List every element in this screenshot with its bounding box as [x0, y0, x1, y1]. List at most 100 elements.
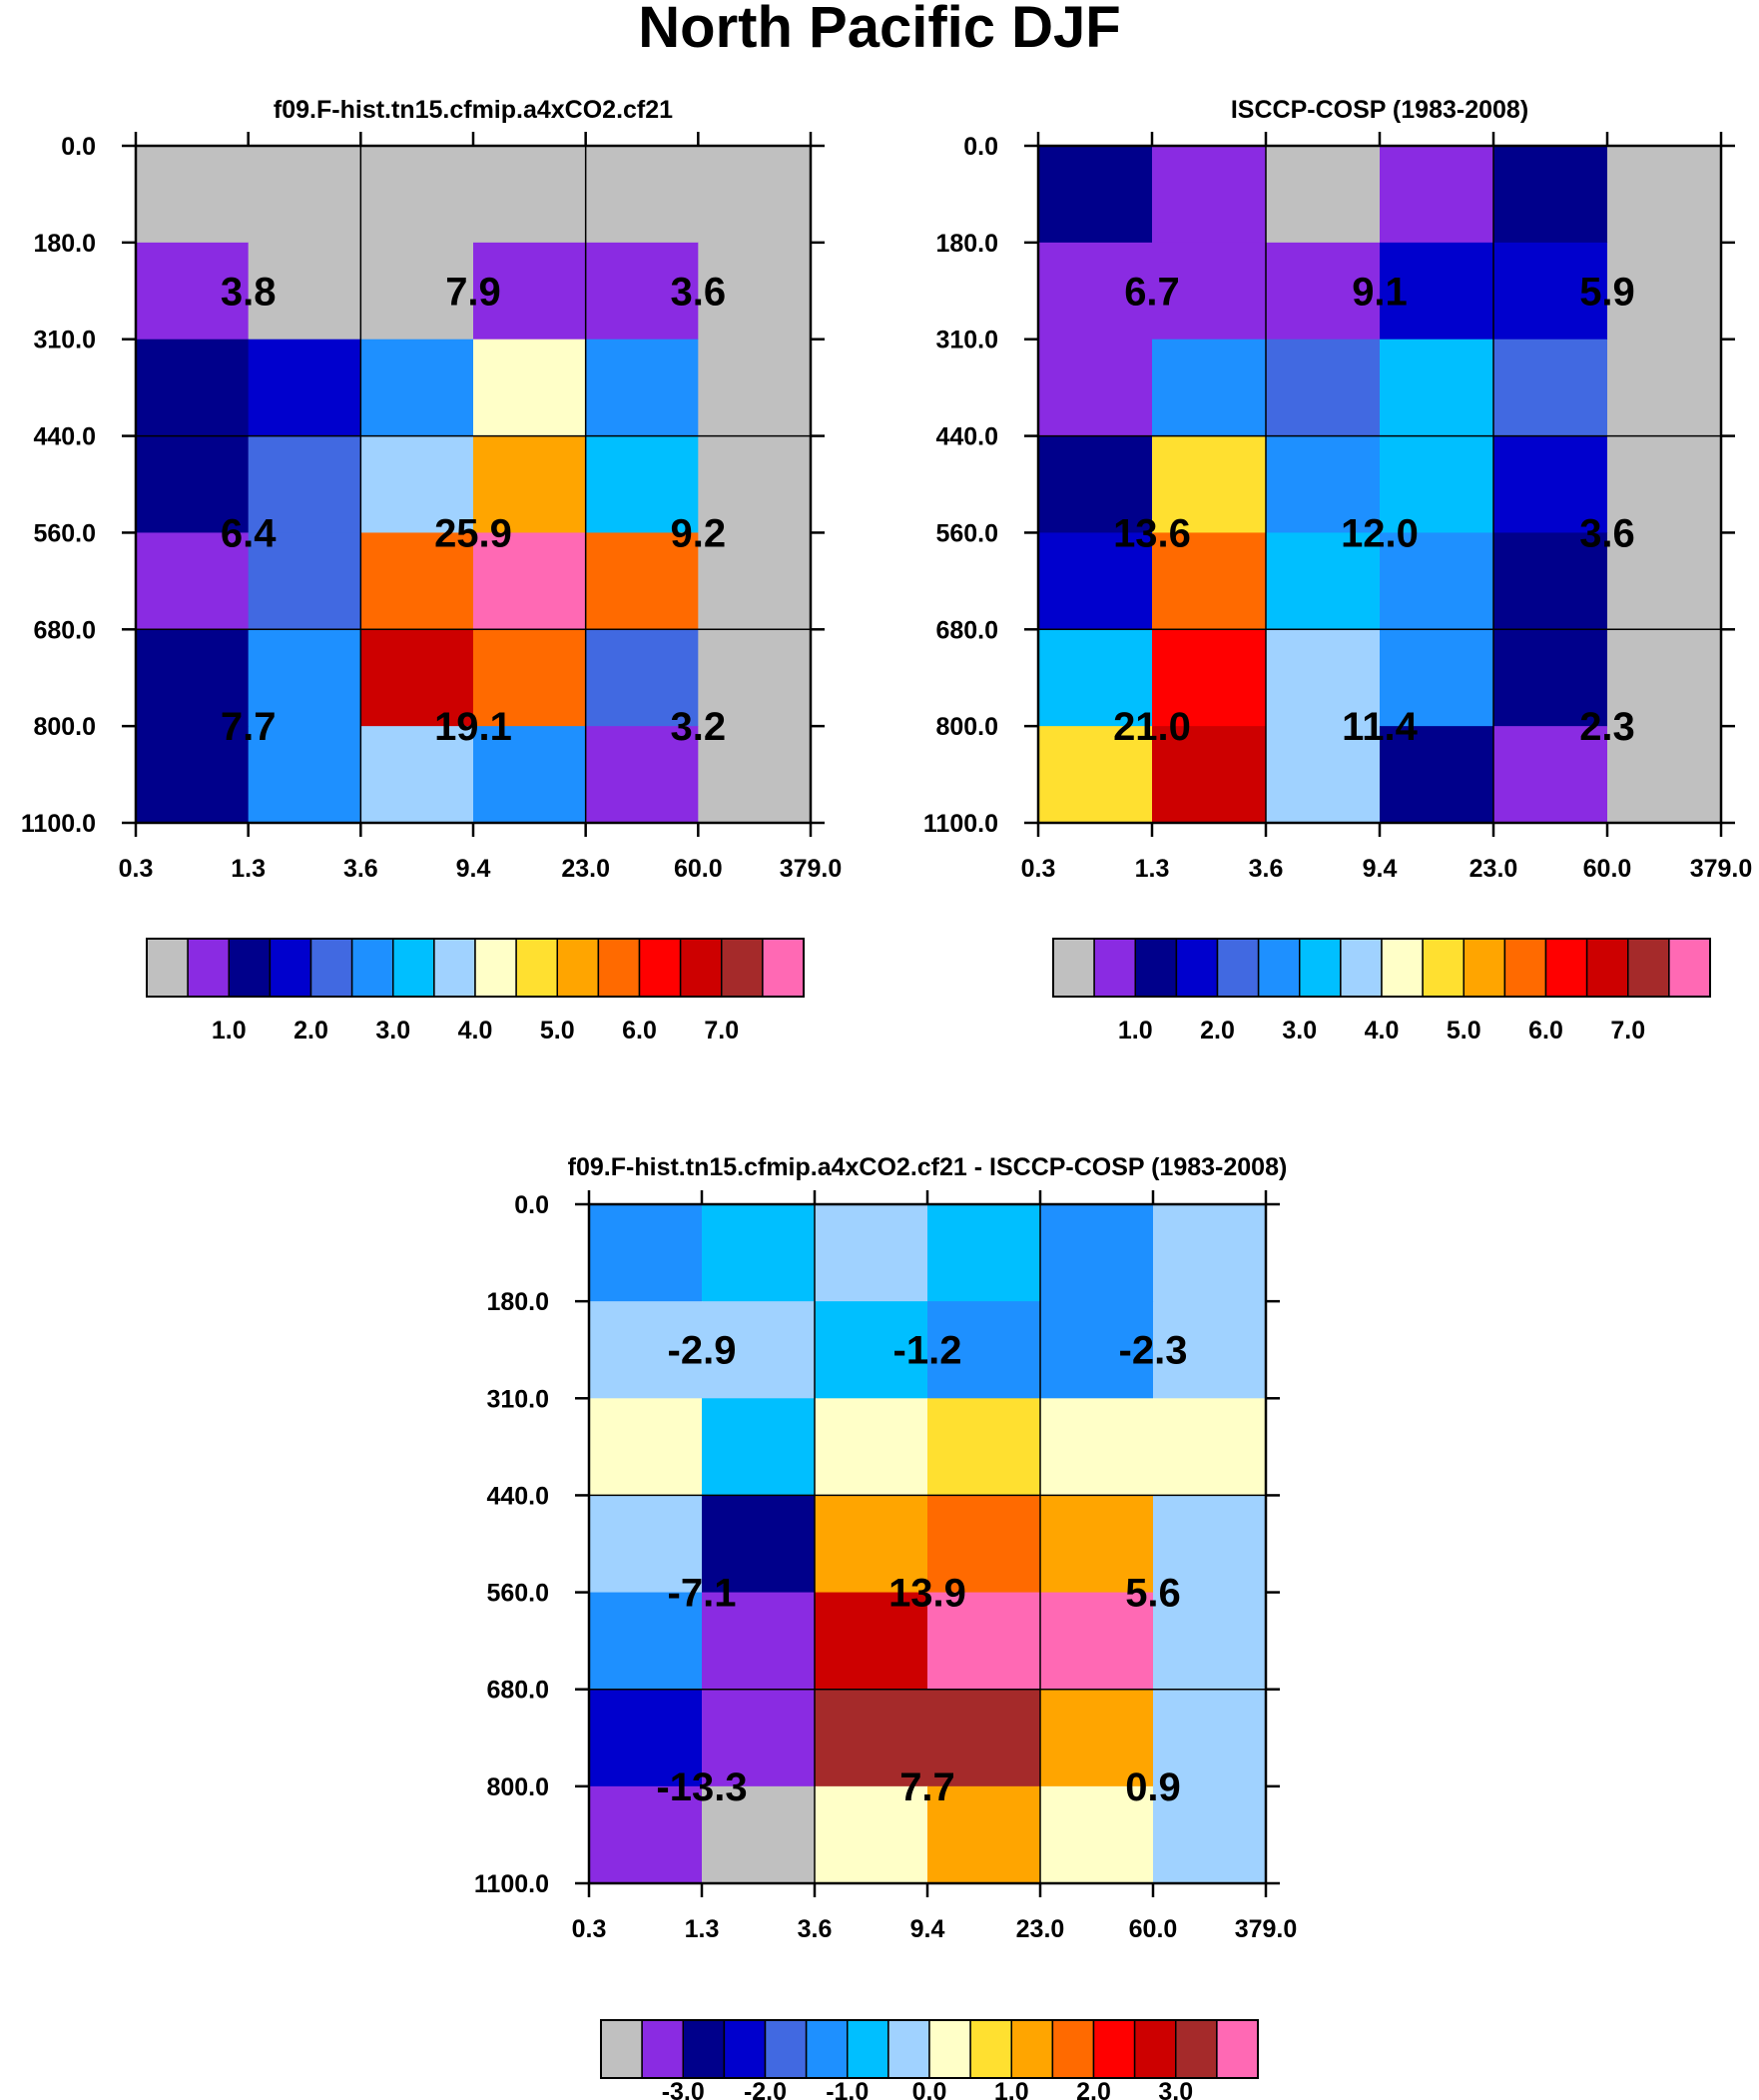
- colorbar-label: 3.0: [375, 1017, 410, 1045]
- colorbar-swatch: [682, 2019, 726, 2079]
- heatmap-cell: [1266, 435, 1381, 534]
- colorbar-swatch: [764, 2019, 808, 2079]
- y-tick-label: 800.0: [33, 713, 96, 741]
- colorbar-swatch: [1175, 938, 1219, 998]
- x-tick-label: 3.6: [343, 855, 378, 883]
- heatmap-cell: [1038, 242, 1153, 341]
- y-tick-label: 180.0: [33, 230, 96, 258]
- heatmap-cell: [585, 629, 699, 727]
- cell-value-label: -2.9: [668, 1329, 737, 1373]
- colorbar-swatch: [1503, 938, 1547, 998]
- heatmap-cell: [1607, 532, 1722, 630]
- heatmap-cell: [360, 532, 474, 630]
- x-tick-label: 1.3: [1135, 855, 1170, 883]
- colorbar-swatch: [1092, 2019, 1136, 2079]
- heatmap-cell: [1040, 1592, 1154, 1691]
- x-tick-label: 379.0: [1690, 855, 1753, 883]
- figure-title: North Pacific DJF: [638, 0, 1120, 60]
- heatmap-cell: [248, 532, 361, 630]
- heatmap-cell: [815, 1301, 928, 1399]
- colorbar-swatch: [641, 2019, 685, 2079]
- heatmap-cell: [815, 1204, 928, 1302]
- cell-value-label: 9.1: [1352, 270, 1408, 314]
- x-tick-label: 60.0: [1583, 855, 1632, 883]
- heatmap-cell: [1607, 242, 1722, 341]
- cell-value-label: 7.9: [445, 270, 501, 314]
- y-tick-label: 0.0: [61, 133, 96, 161]
- heatmap-cell: [589, 1785, 703, 1884]
- colorbar-swatch: [1627, 938, 1670, 998]
- heatmap-cell: [473, 339, 587, 437]
- heatmap-cell: [1607, 339, 1722, 437]
- heatmap-cell: [1380, 532, 1494, 630]
- colorbar-swatch: [269, 938, 312, 998]
- colorbar-label: 2.0: [293, 1017, 328, 1045]
- colorbar-label: -3.0: [662, 2078, 705, 2100]
- heatmap-cell: [1153, 1495, 1267, 1594]
- heatmap-cell: [1266, 339, 1381, 437]
- cell-value-label: 3.8: [221, 270, 277, 314]
- heatmap-cell: [815, 1398, 928, 1497]
- heatmap-cell: [473, 242, 587, 341]
- x-tick-label: 0.3: [572, 1915, 607, 1943]
- colorbar-label: 1.0: [1118, 1017, 1153, 1045]
- heatmap-cell: [1266, 146, 1381, 244]
- colorbar-label: 5.0: [1447, 1017, 1481, 1045]
- colorbar-label: 7.0: [704, 1017, 739, 1045]
- heatmap-cell: [473, 146, 587, 244]
- y-tick-label: 1100.0: [923, 810, 998, 838]
- colorbar-swatch: [679, 938, 723, 998]
- cell-value-label: 9.2: [671, 511, 727, 555]
- heatmap-cell: [1040, 1689, 1154, 1787]
- cell-value-label: 19.1: [434, 705, 512, 749]
- heatmap-cell: [589, 1204, 703, 1302]
- heatmap-cell: [927, 1398, 1041, 1497]
- colorbar-swatch: [433, 938, 476, 998]
- x-tick-label: 1.3: [231, 855, 266, 883]
- colorbar-swatch: [1585, 938, 1629, 998]
- colorbar-swatch: [515, 938, 559, 998]
- cell-value-label: 21.0: [1113, 705, 1191, 749]
- colorbar-label: 6.0: [1528, 1017, 1563, 1045]
- heatmap-cell: [136, 532, 250, 630]
- y-tick-label: 180.0: [935, 230, 998, 258]
- colorbar-swatch: [392, 938, 435, 998]
- panel-title: f09.F-hist.tn15.cfmip.a4xCO2.cf21: [274, 96, 673, 124]
- heatmap-cell: [1038, 146, 1153, 244]
- heatmap-cell: [136, 242, 250, 341]
- colorbar-swatch: [1340, 938, 1383, 998]
- heatmap-cell: [136, 629, 250, 727]
- heatmap-cell: [927, 1592, 1041, 1691]
- cell-value-label: 3.2: [671, 705, 727, 749]
- panel-observation: ISCCP-COSP (1983-2008) 0.3 1.3 3.6 9.4 23.0 60…: [923, 96, 1752, 1045]
- heatmap-cell: [248, 435, 361, 534]
- y-tick-label: 440.0: [935, 423, 998, 451]
- heatmap-cell: [360, 629, 474, 727]
- heatmap-cell: [585, 435, 699, 534]
- colorbar-swatch: [1134, 938, 1178, 998]
- heatmap-cell: [585, 242, 699, 341]
- heatmap-cell: [702, 1592, 816, 1691]
- heatmap-cell: [585, 726, 699, 824]
- colorbar-swatch: [1381, 938, 1424, 998]
- heatmap-cell: [136, 726, 250, 824]
- cell-value-label: 13.6: [1113, 511, 1191, 555]
- heatmap-cell: [698, 629, 812, 727]
- heatmap-cell: [473, 435, 587, 534]
- x-tick-label: 0.3: [1021, 855, 1056, 883]
- colorbar-label: -2.0: [744, 2078, 787, 2100]
- heatmap-cell: [1040, 1398, 1154, 1497]
- colorbar-swatch: [1133, 2019, 1177, 2079]
- y-tick-label: 310.0: [486, 1385, 549, 1413]
- cell-value-label: 7.7: [899, 1765, 955, 1809]
- y-tick-label: 560.0: [33, 519, 96, 547]
- cell-value-label: 0.9: [1125, 1765, 1181, 1809]
- colorbar-label: -1.0: [826, 2078, 869, 2100]
- colorbar-swatch: [1422, 938, 1466, 998]
- x-tick-label: 9.4: [456, 855, 491, 883]
- heatmap-cell: [698, 532, 812, 630]
- heatmap-cell: [1607, 726, 1722, 824]
- heatmap-cell: [1153, 1204, 1267, 1302]
- y-tick-label: 1100.0: [21, 810, 96, 838]
